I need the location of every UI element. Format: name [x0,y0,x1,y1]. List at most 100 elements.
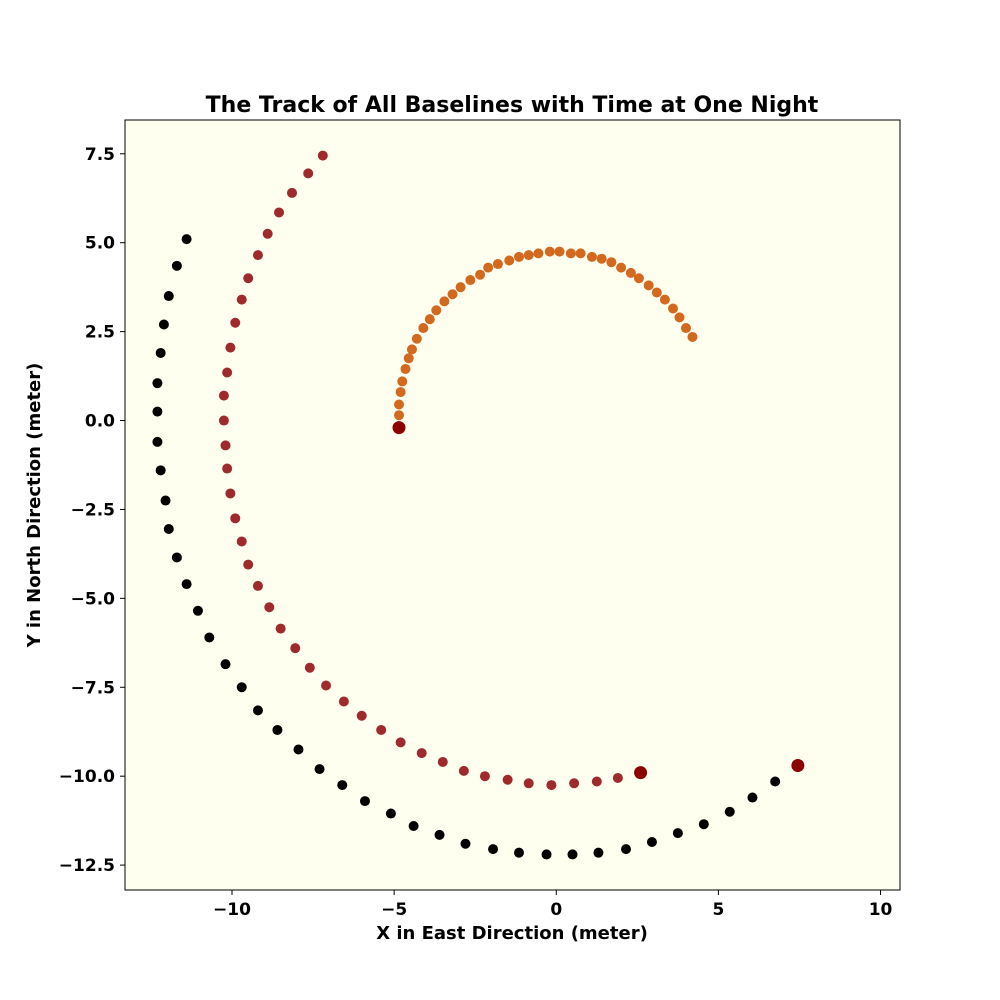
point-series2-8 [625,267,636,278]
point-series2-30 [418,323,429,334]
y-tick-label: −5.0 [71,589,116,609]
point-series0-11 [171,552,182,563]
point-series0-9 [160,495,171,506]
x-tick-label: 10 [869,900,893,920]
y-tick-label: −7.5 [71,678,115,698]
point-series3-0 [392,421,406,435]
point-series1-14 [222,463,233,474]
point-series2-31 [411,333,422,344]
point-series0-6 [152,406,163,417]
point-series0-8 [155,465,166,476]
point-series0-18 [272,724,283,735]
point-series1-2 [286,187,297,198]
point-series0-33 [646,836,657,847]
point-series0-16 [236,682,247,693]
point-series1-38 [612,772,623,783]
y-tick-label: −10.0 [59,767,115,787]
point-series1-33 [502,774,513,785]
points-layer [152,150,805,860]
chart-title: The Track of All Baselines with Time at … [206,93,819,118]
point-series2-1 [680,323,691,334]
x-tick-label: −5 [381,900,407,920]
point-series2-14 [565,248,576,259]
point-series1-30 [437,756,448,767]
x-axis: −10 −5 0 5 10 [213,890,893,920]
y-axis-label: Y in North Direction (meter) [24,363,45,649]
point-series0-24 [408,820,419,831]
point-series0-13 [192,605,203,616]
y-tick-label: −2.5 [71,500,115,520]
point-series2-3 [668,303,679,314]
plot-frame [124,119,901,891]
point-series1-9 [225,342,236,353]
point-series2-26 [447,289,458,300]
point-series2-10 [606,257,617,268]
point-series0-32 [620,844,631,855]
point-series1-22 [290,643,301,654]
point-series0-26 [460,838,471,849]
point-series2-9 [616,262,627,273]
point-series0-37 [747,792,758,803]
point-series1-7 [236,294,247,305]
y-tick-label: 5.0 [85,234,115,254]
point-series0-20 [314,764,325,775]
point-series0-15 [220,659,231,670]
point-series0-21 [337,780,348,791]
y-tick-label: 2.5 [85,323,115,343]
point-series2-25 [455,282,466,293]
point-series2-32 [406,344,417,355]
point-series2-11 [596,253,607,264]
point-series2-13 [575,248,586,259]
point-series1-19 [252,580,263,591]
point-series2-0 [687,331,698,342]
y-axis: 7.5 5.0 2.5 0.0 −2.5 −5.0 −7.5 −10.0 −12.5 [59,145,125,876]
point-series1-6 [243,273,254,284]
point-series1-36 [569,778,580,789]
point-series1-11 [218,390,229,401]
point-series3-1 [634,766,648,780]
point-series2-17 [533,248,544,259]
point-series2-27 [439,296,450,307]
point-series0-2 [163,291,174,302]
point-series0-5 [152,378,163,389]
point-series2-21 [492,259,503,270]
point-series1-21 [275,623,286,634]
point-series0-30 [567,849,578,860]
point-series0-31 [593,847,604,858]
point-series1-29 [416,748,427,759]
point-series1-20 [264,602,275,613]
point-series2-15 [554,246,565,257]
point-series0-27 [488,844,499,855]
point-series2-23 [475,269,486,280]
point-series2-35 [397,376,408,387]
point-series0-4 [155,347,166,358]
point-series2-5 [651,287,662,298]
point-series1-32 [479,771,490,782]
point-series1-12 [218,415,229,426]
point-series0-14 [204,632,215,643]
y-tick-label: 0.0 [85,412,115,432]
point-series1-23 [304,662,315,673]
point-series2-38 [394,410,405,421]
point-series1-1 [303,168,314,179]
point-series2-19 [513,251,524,262]
point-series2-7 [633,273,644,284]
point-series2-28 [431,305,442,316]
y-tick-label: −12.5 [59,856,115,876]
point-series2-6 [643,280,654,291]
point-series3-2 [791,759,805,773]
point-series2-16 [544,246,555,257]
point-series0-29 [541,849,552,860]
point-series1-18 [243,559,254,570]
point-series1-17 [236,536,247,547]
x-tick-label: 0 [550,900,562,920]
point-series0-23 [385,808,396,819]
point-series2-18 [523,250,534,261]
point-series1-5 [252,250,263,261]
point-series2-4 [659,294,670,305]
point-series0-35 [698,819,709,830]
point-series0-34 [672,828,683,839]
point-series1-28 [395,737,406,748]
point-series2-34 [400,363,411,374]
